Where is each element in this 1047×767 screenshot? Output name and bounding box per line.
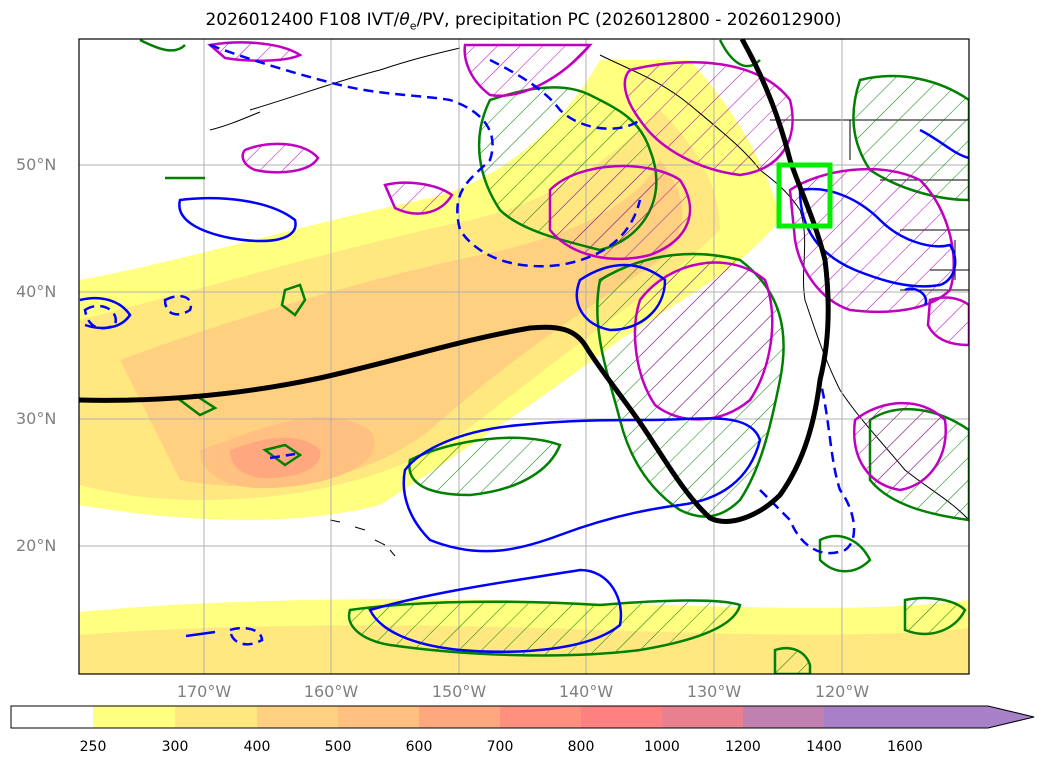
- colorbar-extend-arrow: [905, 706, 1034, 728]
- colorbar-label-400: 400: [243, 739, 271, 755]
- lon-label-150w: 150°W: [431, 682, 487, 701]
- colorbar-label-600: 600: [405, 739, 433, 755]
- lon-label-160w: 160°W: [303, 682, 359, 701]
- colorbar-outline: [10, 705, 1035, 729]
- colorbar-label-1000: 1000: [644, 739, 680, 755]
- colorbar-segment-3: [257, 706, 338, 728]
- colorbar-segment-10: [824, 706, 905, 728]
- colorbar-segment-0: [11, 706, 93, 728]
- colorbar-label-1200: 1200: [725, 739, 761, 755]
- colorbar-label-250: 250: [79, 739, 107, 755]
- colorbar-label-300: 300: [161, 739, 189, 755]
- colorbar-label-800: 800: [567, 739, 595, 755]
- colorbar-segment-2: [175, 706, 257, 728]
- colorbar-segment-6: [500, 706, 581, 728]
- colorbar-label-1600: 1600: [887, 739, 923, 755]
- colorbar-segment-7: [581, 706, 662, 728]
- colorbar-segment-9: [743, 706, 824, 728]
- colorbar-label-500: 500: [324, 739, 352, 755]
- lat-label-20n: 20°N: [16, 536, 57, 555]
- lat-label-50n: 50°N: [16, 155, 57, 174]
- map-layers: [79, 39, 969, 674]
- lon-label-130w: 130°W: [686, 682, 742, 701]
- pv-line: [79, 39, 831, 524]
- map-frame: [78, 38, 970, 675]
- highlight-box: [776, 162, 833, 229]
- colorbar-segment-1: [93, 706, 175, 728]
- colorbar: [10, 705, 1035, 729]
- lon-label-140w: 140°W: [558, 682, 614, 701]
- lon-label-120w: 120°W: [814, 682, 870, 701]
- theta-e-dashed-contours: [83, 43, 856, 646]
- lat-label-40n: 40°N: [16, 282, 57, 301]
- colorbar-segment-5: [419, 706, 500, 728]
- colorbar-segment-8: [662, 706, 743, 728]
- lon-label-170w: 170°W: [176, 682, 232, 701]
- colorbar-label-1400: 1400: [806, 739, 842, 755]
- lat-label-30n: 30°N: [16, 409, 57, 428]
- chart-title: 2026012400 F108 IVT/θe/PV, precipitation…: [205, 10, 842, 33]
- colorbar-label-700: 700: [486, 739, 514, 755]
- colorbar-segment-4: [338, 706, 419, 728]
- theta-e-solid-contours: [79, 128, 969, 653]
